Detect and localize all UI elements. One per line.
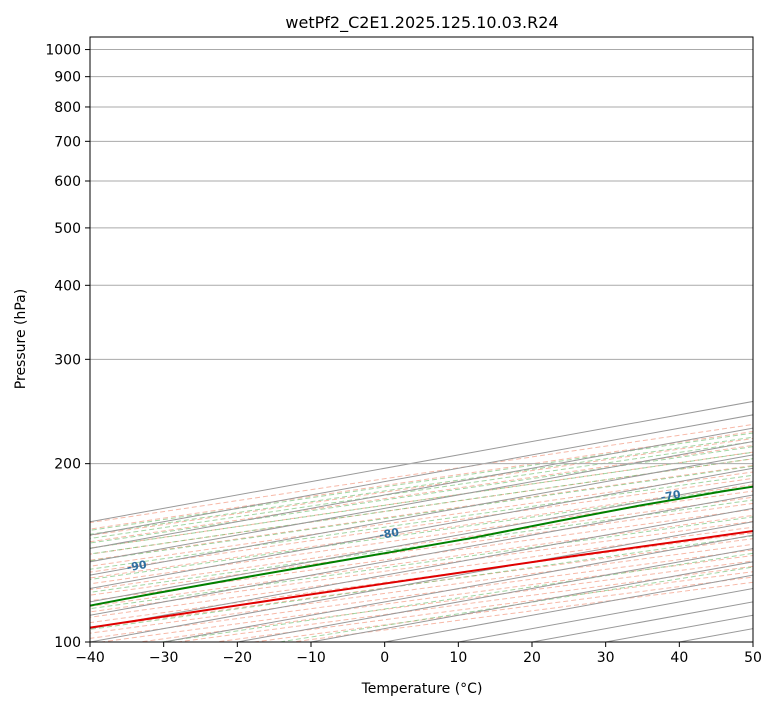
x-tick-label: −10 [296, 650, 326, 666]
x-tick-label: 20 [523, 650, 541, 666]
y-tick-label: 1000 [45, 43, 81, 59]
y-tick-label: 800 [54, 100, 81, 116]
y-tick-label: 100 [54, 635, 81, 651]
x-tick-label: 30 [597, 650, 615, 666]
y-tick-label: 200 [54, 457, 81, 473]
x-tick-label: −20 [223, 650, 253, 666]
y-tick-label: 400 [54, 278, 81, 294]
y-tick-label: 600 [54, 174, 81, 190]
x-tick-label: −30 [149, 650, 179, 666]
y-tick-label: 700 [54, 134, 81, 150]
x-tick-label: −40 [75, 650, 105, 666]
y-tick-label: 300 [54, 352, 81, 368]
chart-title: wetPf2_C2E1.2025.125.10.03.R24 [285, 13, 558, 33]
x-tick-label: 0 [380, 650, 389, 666]
y-tick-label: 900 [54, 70, 81, 86]
y-tick-label: 500 [54, 221, 81, 237]
x-axis-label: Temperature (°C) [361, 681, 483, 697]
x-tick-label: 10 [449, 650, 467, 666]
x-tick-label: 40 [670, 650, 688, 666]
y-axis-label: Pressure (hPa) [13, 289, 29, 389]
x-tick-label: 50 [744, 650, 762, 666]
